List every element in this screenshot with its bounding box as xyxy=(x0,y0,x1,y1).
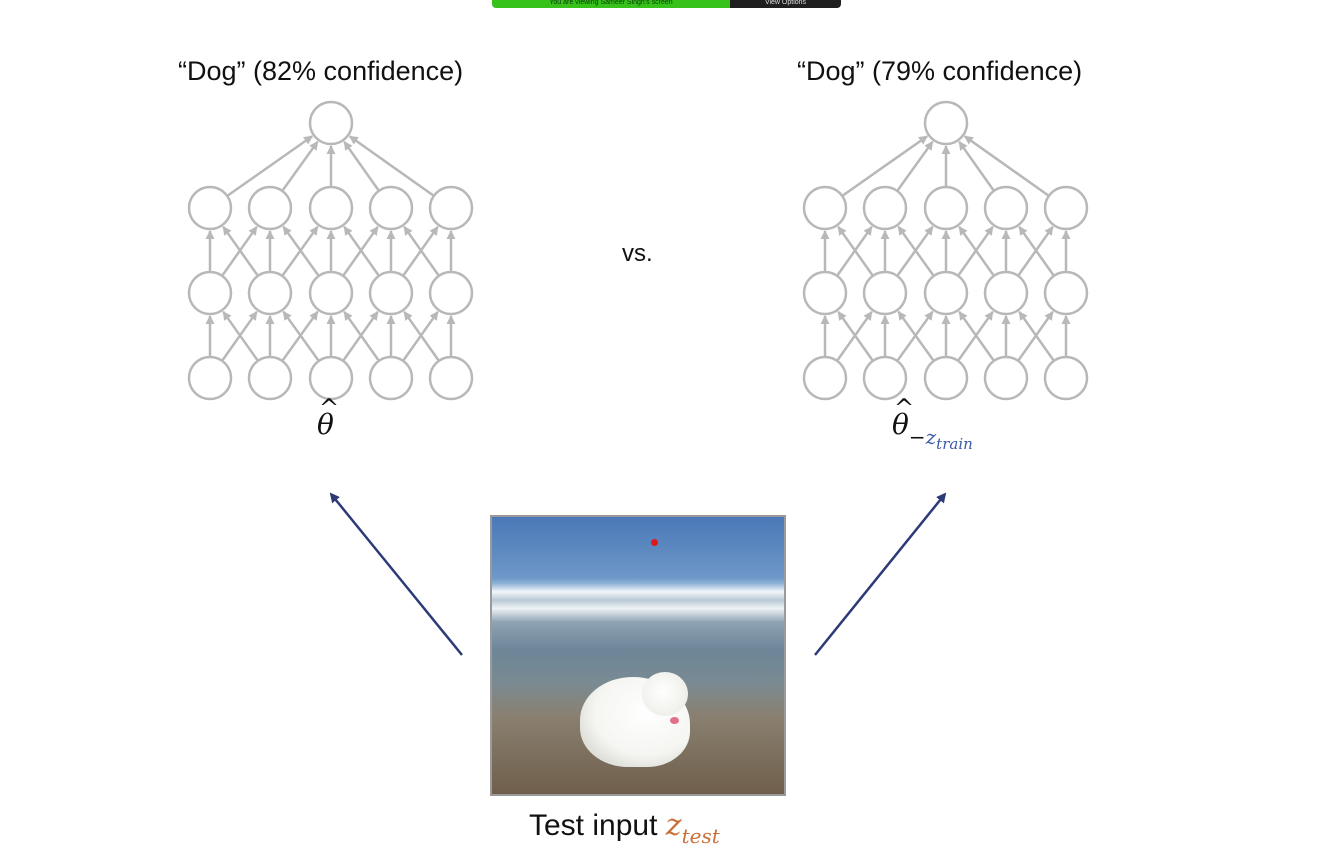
hidden-node xyxy=(1043,270,1089,316)
input-node xyxy=(1043,355,1089,401)
theta-symbol: θ xyxy=(892,408,909,441)
subscript-minus: − xyxy=(908,425,926,449)
output-edge xyxy=(281,140,319,191)
input-node xyxy=(802,355,848,401)
hidden-node xyxy=(247,185,293,231)
hidden-node xyxy=(983,185,1029,231)
network-edge xyxy=(897,225,935,276)
hidden-node xyxy=(308,270,354,316)
hidden-node xyxy=(862,185,908,231)
network-edge xyxy=(282,225,320,276)
network-edge xyxy=(343,310,380,361)
network-edge xyxy=(1018,225,1055,276)
output-edge xyxy=(963,135,1049,197)
network-edge xyxy=(958,225,995,276)
hat-accent: ^ xyxy=(894,394,915,422)
network-edge xyxy=(837,310,874,361)
hidden-node xyxy=(187,185,233,231)
output-edge xyxy=(842,135,928,197)
input-node xyxy=(247,355,293,401)
screen-share-banner: You are viewing Sameer Singh's screen Vi… xyxy=(492,0,841,8)
output-edge xyxy=(958,140,995,191)
screen-share-notice: You are viewing Sameer Singh's screen xyxy=(492,0,730,8)
hidden-node xyxy=(187,270,233,316)
left-neural-network xyxy=(187,100,474,401)
theta-hat-label: ^ θ xyxy=(317,394,339,441)
output-edge xyxy=(227,135,313,197)
arrow-to-right-network xyxy=(814,492,947,656)
dog-tongue xyxy=(670,717,679,724)
test-subscript: test xyxy=(681,824,720,848)
input-node xyxy=(308,355,354,401)
network-edge xyxy=(222,225,259,276)
hidden-node xyxy=(247,270,293,316)
hidden-node xyxy=(428,270,474,316)
hidden-node xyxy=(1043,185,1089,231)
laser-pointer-dot xyxy=(651,539,658,546)
z-test-variable: ztest xyxy=(665,808,720,848)
hidden-node xyxy=(802,185,848,231)
input-node xyxy=(862,355,908,401)
output-edge xyxy=(348,135,434,197)
hidden-node xyxy=(802,270,848,316)
network-edge xyxy=(958,310,995,361)
hidden-node xyxy=(308,185,354,231)
right-prediction-title: “Dog” (79% confidence) xyxy=(797,56,1083,86)
output-edge xyxy=(343,140,380,191)
network-edge xyxy=(837,225,874,276)
hidden-node xyxy=(368,270,414,316)
theta-hat-minus-train-label: ^ θ−ztrain xyxy=(892,394,973,453)
network-edge xyxy=(1018,310,1055,361)
hidden-node xyxy=(368,185,414,231)
output-edge xyxy=(896,140,934,191)
hidden-node xyxy=(983,270,1029,316)
input-node xyxy=(923,355,969,401)
theta-subscript: −ztrain xyxy=(908,425,973,453)
test-input-caption: Test input ztest xyxy=(529,808,720,848)
network-edge xyxy=(282,310,320,361)
left-prediction-title: “Dog” (82% confidence) xyxy=(178,56,464,86)
subscript-z: z xyxy=(925,425,937,449)
input-node xyxy=(428,355,474,401)
arrow-to-left-network xyxy=(329,492,463,656)
dog-head xyxy=(642,672,688,716)
output-node xyxy=(923,100,969,146)
subscript-train: train xyxy=(936,435,973,453)
view-options-button[interactable]: View Options xyxy=(730,0,841,8)
network-edge xyxy=(403,225,440,276)
test-image-dog-on-beach xyxy=(490,515,786,796)
test-input-label: Test input xyxy=(529,809,658,842)
hidden-node xyxy=(428,185,474,231)
versus-label: vs. xyxy=(622,240,653,267)
hat-accent: ^ xyxy=(319,394,340,422)
output-node xyxy=(308,100,354,146)
network-edge xyxy=(403,310,440,361)
input-node xyxy=(368,355,414,401)
hidden-node xyxy=(923,270,969,316)
hidden-node xyxy=(923,185,969,231)
input-node xyxy=(187,355,233,401)
network-edge xyxy=(222,310,259,361)
network-edge xyxy=(343,225,380,276)
theta-symbol: θ xyxy=(317,408,334,441)
network-edge xyxy=(897,310,935,361)
z-symbol: z xyxy=(665,808,682,843)
hidden-node xyxy=(862,270,908,316)
input-node xyxy=(983,355,1029,401)
right-neural-network xyxy=(802,100,1089,401)
